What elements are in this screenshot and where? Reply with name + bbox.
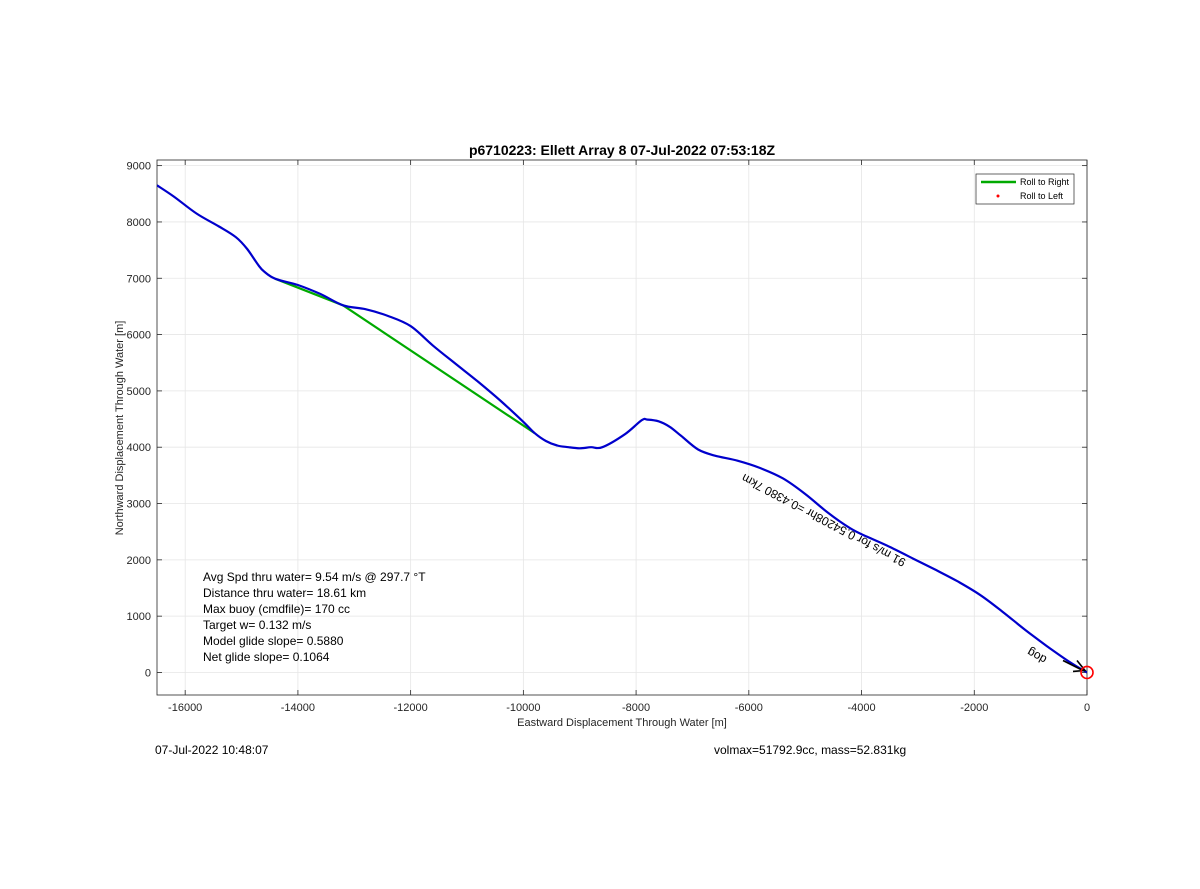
x-axis-ticks: -16000 -14000 -12000 -10000 -8000 -6000 -4000 -… bbox=[168, 160, 1090, 714]
x-tick-label: -10000 bbox=[506, 702, 540, 714]
y-axis-ticks: 0 1000 2000 3000 4000 5000 6000 7000 8000 9000 bbox=[127, 161, 1087, 679]
y-tick-label: 8000 bbox=[127, 217, 151, 229]
x-tick-label: -6000 bbox=[735, 702, 763, 714]
y-tick-label: 5000 bbox=[127, 386, 151, 398]
axes-box bbox=[156, 159, 1088, 696]
end-arrow bbox=[1062, 659, 1087, 673]
stats-line: Max buoy (cmdfile)= 170 cc bbox=[203, 602, 350, 616]
y-tick-label: 9000 bbox=[127, 161, 151, 173]
stats-line: Model glide slope= 0.5880 bbox=[203, 634, 344, 648]
y-tick-label: 7000 bbox=[127, 273, 151, 285]
legend-label-roll-left: Roll to Left bbox=[1020, 191, 1064, 201]
x-tick-label: -2000 bbox=[960, 702, 988, 714]
y-axis-label: Northward Displacement Through Water [m] bbox=[114, 321, 126, 536]
y-tick-label: 6000 bbox=[127, 330, 151, 342]
x-tick-label: -14000 bbox=[281, 702, 315, 714]
legend-label-roll-right: Roll to Right bbox=[1020, 177, 1070, 187]
footer-vehicle-info: volmax=51792.9cc, mass=52.831kg bbox=[714, 743, 907, 757]
legend-box bbox=[975, 173, 1075, 205]
x-axis-label: Eastward Displacement Through Water [m] bbox=[517, 717, 727, 729]
end-marker bbox=[1080, 665, 1094, 680]
stats-line: Distance thru water= 18.61 km bbox=[203, 586, 366, 600]
x-tick-label: -8000 bbox=[622, 702, 650, 714]
legend: Roll to Right Roll to Left bbox=[975, 173, 1075, 205]
stats-block: Avg Spd thru water= 9.54 m/s @ 297.7 °T D… bbox=[203, 570, 426, 664]
y-tick-label: 2000 bbox=[127, 555, 151, 567]
legend-swatch-roll-left bbox=[996, 194, 1000, 198]
y-tick-label: 3000 bbox=[127, 499, 151, 511]
stats-line: Avg Spd thru water= 9.54 m/s @ 297.7 °T bbox=[203, 570, 426, 584]
x-tick-label: -4000 bbox=[847, 702, 875, 714]
y-tick-label: 1000 bbox=[127, 611, 151, 623]
stats-line: Net glide slope= 0.1064 bbox=[203, 650, 330, 664]
y-tick-label: 0 bbox=[145, 667, 151, 679]
footer-timestamp: 07-Jul-2022 10:48:07 bbox=[155, 743, 269, 757]
y-tick-label: 4000 bbox=[127, 442, 151, 454]
stats-line: Target w= 0.132 m/s bbox=[203, 618, 311, 632]
x-tick-label: -16000 bbox=[168, 702, 202, 714]
series-line-track bbox=[157, 184, 1087, 674]
chart-title: p6710223: Ellett Array 8 07-Jul-2022 07:… bbox=[469, 142, 776, 158]
x-tick-label: -12000 bbox=[394, 702, 428, 714]
x-tick-label: 0 bbox=[1084, 702, 1090, 714]
